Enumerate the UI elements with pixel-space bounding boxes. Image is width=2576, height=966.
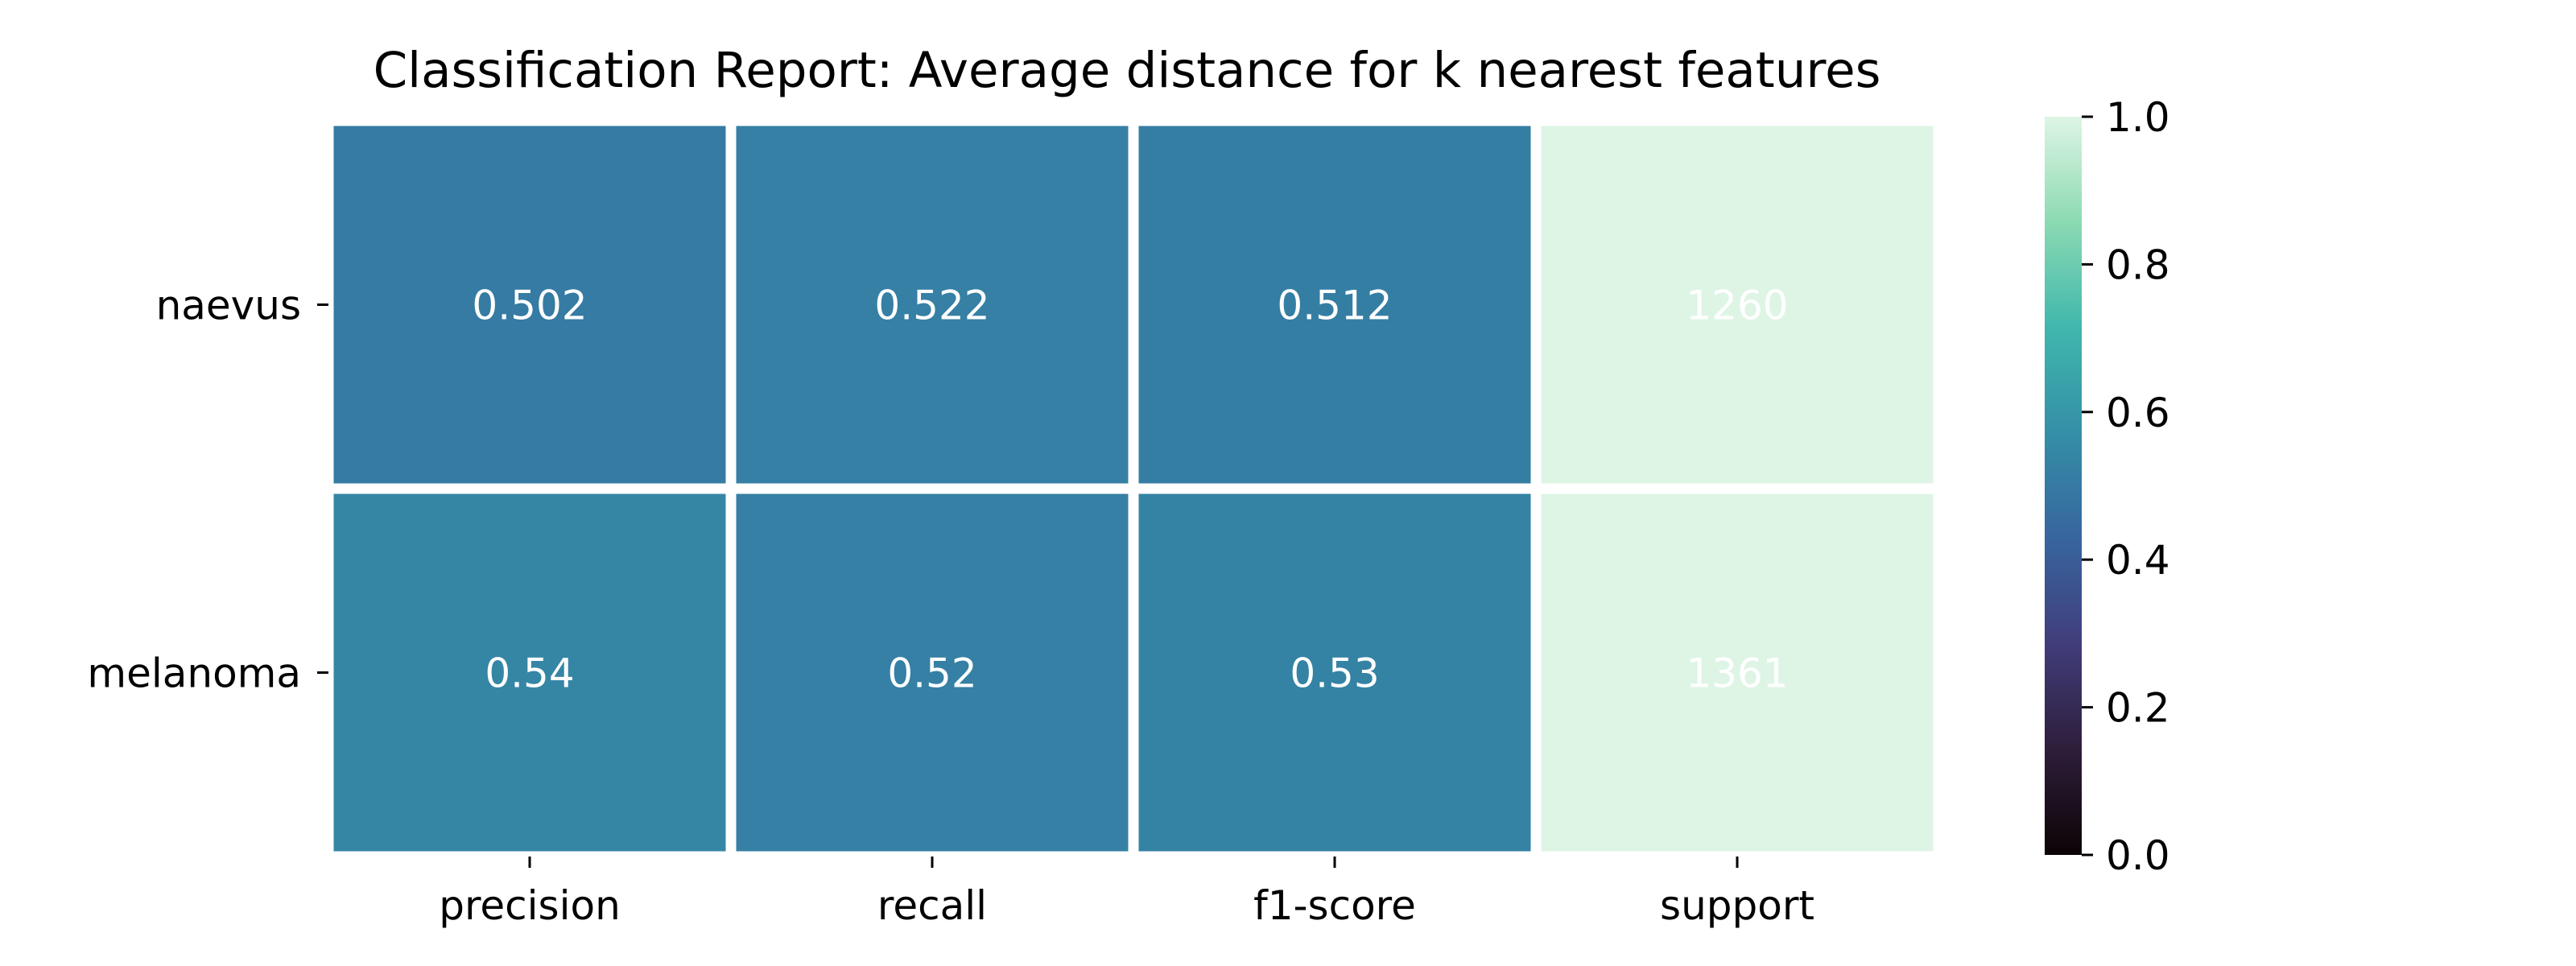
- heatmap-cell: [333, 493, 726, 852]
- colorbar-tick-label: 0.6: [2106, 390, 2170, 436]
- cell-label: 1361: [1686, 650, 1788, 697]
- heatmap-cell: [1541, 493, 1934, 852]
- cell-label: 0.54: [485, 650, 574, 697]
- colorbar-tick-label: 0.8: [2106, 242, 2170, 288]
- cell-label: 1260: [1686, 283, 1788, 329]
- heatmap-cell: [736, 493, 1129, 852]
- cell-label: 0.512: [1277, 283, 1392, 329]
- chart-title: Classification Report: Average distance …: [374, 42, 1881, 99]
- colorbar-tick-label: 1.0: [2106, 94, 2170, 141]
- heatmap-cell: [333, 126, 726, 484]
- colorbar-scale: [2045, 117, 2082, 855]
- colorbar-tick-label: 0.4: [2106, 537, 2170, 584]
- y-axis: naevus melanoma: [87, 283, 328, 697]
- heatmap-cell: [1541, 126, 1934, 484]
- x-tick-label: precision: [439, 882, 621, 929]
- colorbar: 0.0 0.2 0.4 0.6 0.8 1.0: [2045, 94, 2170, 879]
- heatmap-cell: [1138, 493, 1531, 852]
- heatmap-cells: 0.502 0.522 0.512 1260 0.54 0.52 0.53 1361: [333, 126, 1934, 852]
- heatmap-cell: [1138, 126, 1531, 484]
- cell-label: 0.502: [472, 283, 587, 329]
- colorbar-tick-label: 0.0: [2106, 832, 2170, 879]
- x-axis: precision recall f1-score support: [439, 857, 1814, 929]
- x-tick-label: recall: [877, 882, 987, 929]
- cell-label: 0.522: [874, 283, 989, 329]
- heatmap-cell: [736, 126, 1129, 484]
- x-tick-label: support: [1660, 882, 1814, 929]
- cell-label: 0.53: [1290, 650, 1379, 697]
- y-tick-label: melanoma: [87, 650, 301, 697]
- cell-label: 0.52: [887, 650, 976, 697]
- y-tick-label: naevus: [156, 283, 301, 329]
- colorbar-tick-label: 0.2: [2106, 685, 2170, 732]
- x-tick-label: f1-score: [1253, 882, 1416, 929]
